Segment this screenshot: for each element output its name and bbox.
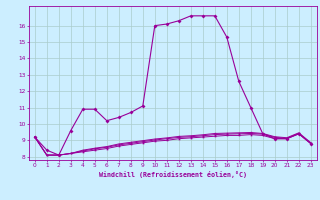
X-axis label: Windchill (Refroidissement éolien,°C): Windchill (Refroidissement éolien,°C) — [99, 171, 247, 178]
